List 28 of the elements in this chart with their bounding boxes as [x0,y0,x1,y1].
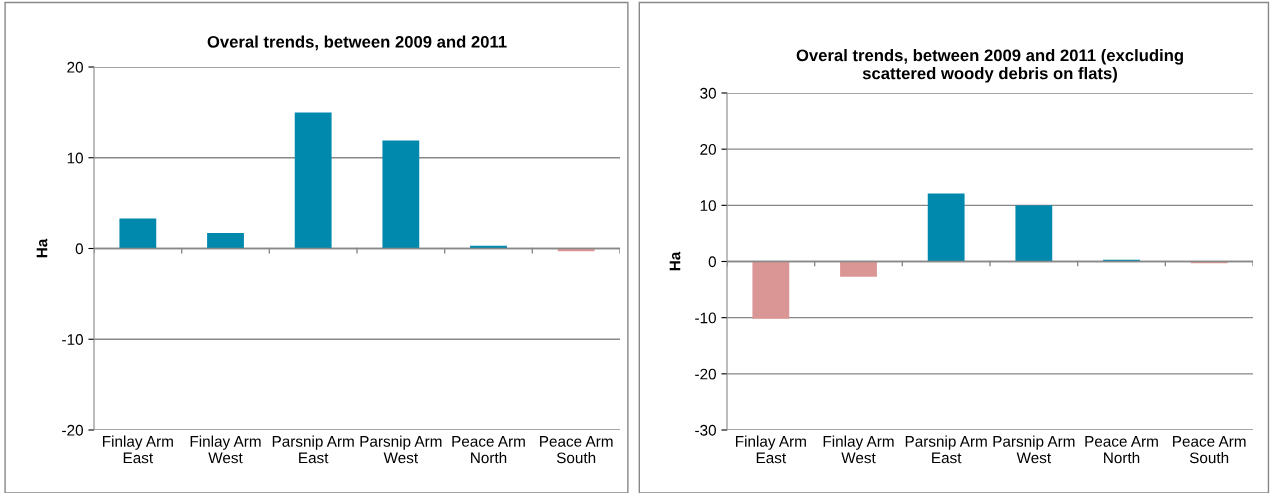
x-tick-label: Finlay Arm West [823,435,894,464]
x-tick-label: Peace Arm South [1173,436,1246,464]
y-tick-label: 0 [708,256,716,268]
y-axis-title: Ha [669,251,681,271]
y-tick-label: -30 [695,424,716,436]
x-tick-label: Parsnip Arm West [360,435,442,464]
x-tick-label: Finlay Arm East [736,435,806,464]
x-tick-label: Parsnip Arm East [905,435,987,464]
x-tick-label: Parsnip Arm East [272,435,354,464]
x-tick-label: Peace Arm South [540,436,613,464]
y-tick-label: -20 [62,424,83,436]
y-tick-label: -10 [695,312,716,324]
y-tick-label: 0 [75,243,83,255]
y-tick-label: 20 [700,144,716,155]
y-axis-title: Ha [36,238,48,258]
x-tick-label: Parsnip Arm West [993,435,1075,464]
chart-title: Overal trends, between 2009 and 2011 (excluding scattered woody debris on flats) [796,49,1183,83]
chart-title: Overal trends, between 2009 and 2011 [207,35,507,51]
y-tick-label: -10 [62,334,83,345]
y-tick-label: 30 [700,87,716,99]
y-tick-label: 10 [67,152,83,164]
x-tick-label: Peace Arm North [452,436,525,464]
x-tick-label: Finlay Arm East [103,435,173,464]
x-tick-label: Peace Arm North [1085,436,1158,464]
y-tick-label: 20 [67,61,83,73]
y-tick-label: -20 [695,368,716,380]
x-tick-label: Finlay Arm West [190,435,261,464]
y-tick-label: 10 [700,200,716,212]
